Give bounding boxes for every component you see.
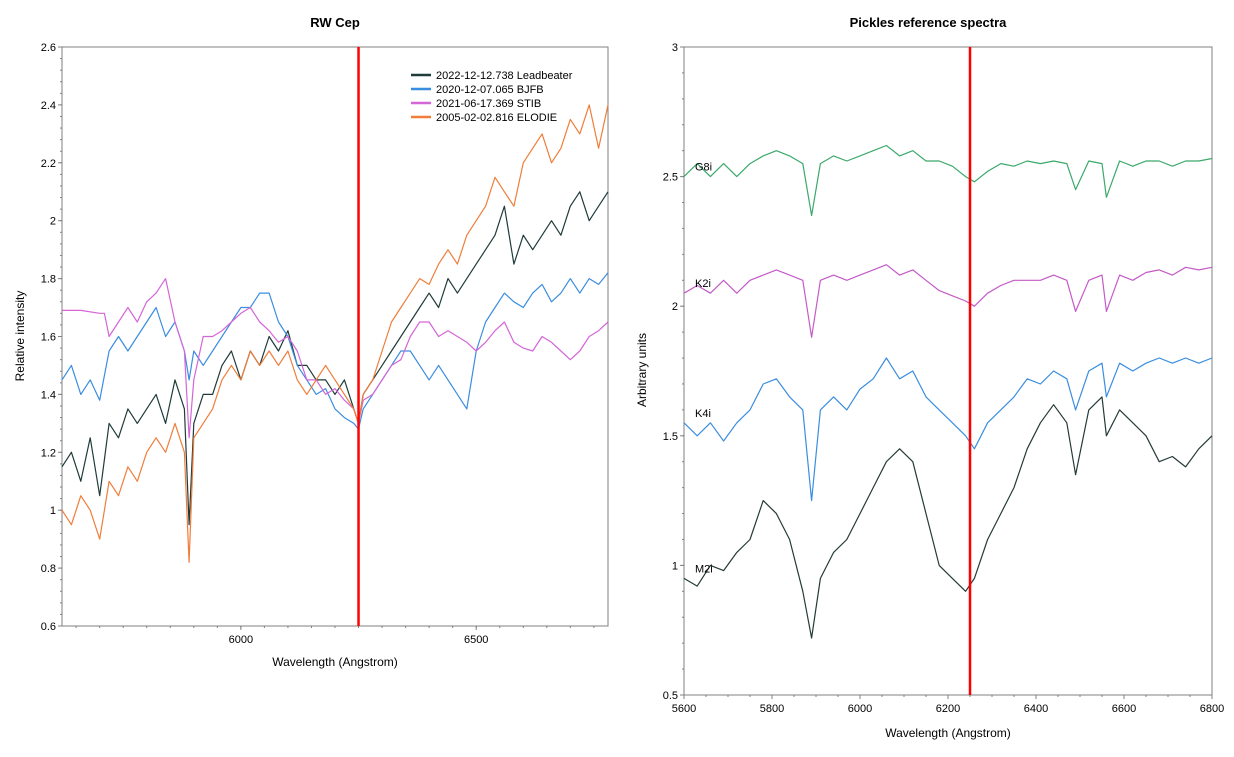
legend-label: 2021-06-17.369 STIB [436,98,541,110]
plot-area [61,46,609,627]
series-line-2 [683,357,1213,502]
axis-ticks: 0.6 0.8 1 1.2 1.4 1.6 1.8 2 2.2 2.4 2.6 6000 6500 [41,42,595,646]
y-tick-label: 2 [672,301,678,313]
y-tick-label: 1.5 [663,431,678,443]
y-tick-label: 2.5 [663,172,678,184]
chart-title: Pickles reference spectra [850,15,1008,30]
chart-pickles-reference: Pickles reference spectra 0.5 1 1.5 2 2.5 3 56… [635,15,1224,740]
series-line-2 [62,278,609,439]
series-line-0 [683,144,1213,217]
x-tick-label: 6500 [464,634,488,646]
y-tick-label: 1.6 [41,332,56,344]
y-tick-label: 1.2 [41,447,56,459]
series-lines [61,47,609,626]
x-axis-label: Wavelength (Angstrom) [885,726,1011,740]
y-axis-label: Arbitrary units [635,333,649,407]
x-tick-label: 6000 [229,634,253,646]
legend: 2022-12-12.738 Leadbeater 2020-12-07.065 … [411,70,573,124]
chart-rw-cep: RW Cep 0.6 0.8 1 1.2 1.4 1.6 1.8 2 2.2 2.4 2.6 6000… [13,15,609,669]
legend-label: 2020-12-07.065 BJFB [436,84,544,96]
axis-ticks: 0.5 1 1.5 2 2.5 3 5600 5800 6000 6200 6400 6600 6800 [663,42,1225,715]
y-tick-label: 1.4 [41,389,56,401]
series-line-1 [683,264,1213,338]
series-lines [683,47,1213,695]
x-tick-label: 6000 [848,703,872,715]
series-line-3 [683,396,1213,639]
series-label: M2i [695,563,713,575]
y-tick-label: 0.6 [41,621,56,633]
y-tick-label: 1 [672,560,678,572]
x-tick-label: 6600 [1112,703,1136,715]
chart-title: RW Cep [310,15,360,30]
series-line-1 [61,272,609,430]
y-tick-label: 3 [672,42,678,54]
y-tick-label: 2.4 [41,100,56,112]
y-tick-label: 0.8 [41,563,56,575]
series-labels: G8i K2i K4i M2i [695,162,713,576]
series-label: G8i [695,162,712,174]
x-tick-label: 6200 [936,703,960,715]
series-line-3 [61,104,609,563]
y-tick-label: 0.5 [663,690,678,702]
x-tick-label: 5800 [760,703,784,715]
series-label: K4i [695,408,711,420]
x-tick-label: 6800 [1200,703,1224,715]
y-tick-label: 2.2 [41,158,56,170]
y-tick-label: 2.6 [41,42,56,54]
y-axis-label: Relative intensity [13,291,27,382]
plot-area [683,46,1213,696]
y-tick-label: 1.8 [41,274,56,286]
y-tick-label: 2 [50,216,56,228]
legend-label: 2022-12-12.738 Leadbeater [436,70,573,82]
legend-label: 2005-02-02.816 ELODIE [436,112,557,124]
x-axis-label: Wavelength (Angstrom) [272,655,398,669]
series-label: K2i [695,278,711,290]
x-tick-label: 5600 [672,703,696,715]
x-tick-label: 6400 [1024,703,1048,715]
y-tick-label: 1 [50,505,56,517]
series-line-0 [61,191,609,526]
